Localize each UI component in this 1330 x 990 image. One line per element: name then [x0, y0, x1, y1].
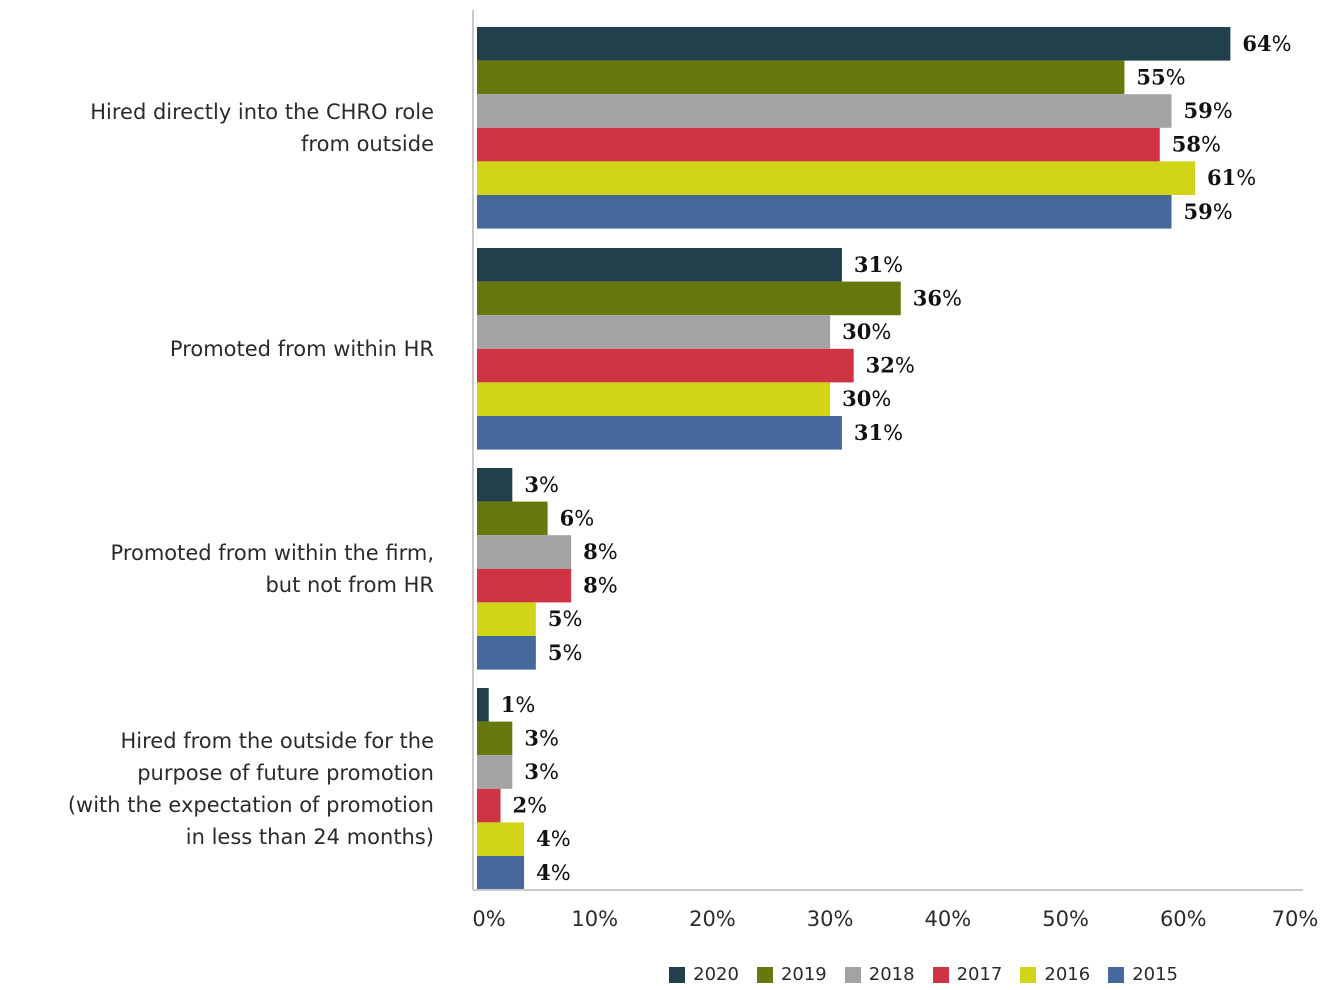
bar-2016-cat-4 — [477, 822, 525, 856]
value-label-2020-cat-3: 3% — [524, 472, 559, 497]
axes-group — [472, 10, 1303, 891]
bar-2019-cat-4 — [477, 721, 513, 756]
value-label-2015-cat-2: 31% — [854, 420, 903, 445]
value-label-2016-cat-4: 4% — [536, 826, 571, 851]
value-label-2016-cat-1: 61% — [1207, 165, 1256, 190]
legend-label-2016: 2016 — [1044, 964, 1091, 985]
x-tick-label-30: 30% — [807, 907, 854, 931]
value-label-2016-cat-2: 30% — [842, 386, 891, 411]
value-label-2020-cat-2: 31% — [854, 252, 903, 277]
category-label-4: Hired from the outside for the purpose of… — [68, 729, 434, 849]
bar-2018-cat-2 — [477, 315, 831, 349]
value-label-2018-cat-4: 3% — [524, 759, 559, 784]
value-label-2018-cat-3: 8% — [583, 539, 618, 564]
category-label-2: Promoted from within HR — [170, 337, 434, 361]
legend-item-2015: 2015 — [1108, 964, 1178, 985]
x-tick-label-10: 10% — [571, 907, 618, 931]
value-label-2019-cat-4: 3% — [524, 725, 559, 750]
bar-2015-cat-1 — [477, 195, 1172, 229]
x-tick-label-60: 60% — [1160, 907, 1207, 931]
bar-2018-cat-3 — [477, 535, 572, 569]
value-label-2015-cat-1: 59% — [1184, 199, 1233, 224]
value-label-2018-cat-2: 30% — [842, 319, 891, 344]
legend-swatch-2017 — [932, 966, 949, 983]
bar-2019-cat-2 — [477, 281, 901, 316]
bar-chart: 64%55%59%58%61%59%31%36%30%32%30%31%3%6%… — [68, 10, 1318, 931]
bar-2019-cat-1 — [477, 60, 1125, 95]
value-label-2020-cat-4: 1% — [501, 692, 536, 717]
bar-2016-cat-2 — [477, 382, 831, 416]
value-label-2015-cat-4: 4% — [536, 860, 571, 885]
bars-group — [477, 27, 1231, 890]
x-tick-label-50: 50% — [1042, 907, 1089, 931]
legend-label-2017: 2017 — [956, 964, 1003, 985]
value-label-2016-cat-3: 5% — [548, 606, 583, 631]
value-label-2020-cat-1: 64% — [1242, 31, 1291, 56]
category-labels-group: Hired directly into the CHRO role from ou… — [68, 100, 434, 849]
value-label-2019-cat-2: 36% — [913, 285, 962, 310]
bar-2017-cat-1 — [477, 127, 1160, 162]
bar-2020-cat-3 — [477, 468, 513, 502]
bar-2015-cat-4 — [477, 856, 525, 890]
legend-label-2019: 2019 — [780, 964, 827, 985]
legend-swatch-2016 — [1020, 966, 1037, 983]
category-label-3: Promoted from within the firm, but not fr… — [111, 541, 434, 597]
bar-2017-cat-3 — [477, 568, 572, 603]
x-axis-ticks-group: 0% 10% 20% 30% 40% 50% 60% 70% — [472, 907, 1318, 931]
bar-2020-cat-2 — [477, 248, 842, 282]
value-label-2019-cat-3: 6% — [560, 505, 595, 530]
legend-swatch-2020 — [669, 966, 686, 983]
legend-item-2018: 2018 — [844, 964, 915, 985]
value-label-2019-cat-1: 55% — [1136, 64, 1185, 89]
bar-2020-cat-4 — [477, 688, 489, 722]
x-tick-label-20: 20% — [689, 907, 736, 931]
legend-swatch-2015 — [1108, 966, 1125, 983]
value-label-2018-cat-1: 59% — [1184, 98, 1233, 123]
bar-2016-cat-3 — [477, 602, 536, 636]
value-label-2015-cat-3: 5% — [548, 640, 583, 665]
x-tick-label-0: 0% — [472, 907, 505, 931]
bar-2019-cat-3 — [477, 501, 548, 536]
legend-label-2020: 2020 — [693, 964, 739, 985]
x-tick-label-40: 40% — [925, 907, 972, 931]
legend-label-2015: 2015 — [1132, 964, 1178, 985]
bar-2018-cat-1 — [477, 94, 1172, 128]
category-label-1: Hired directly into the CHRO role from ou… — [90, 100, 434, 156]
legend-item-2019: 2019 — [756, 964, 827, 985]
bar-2016-cat-1 — [477, 161, 1196, 195]
legend-item-2020: 2020 — [669, 964, 739, 985]
value-labels-group: 64%55%59%58%61%59%31%36%30%32%30%31%3%6%… — [501, 31, 1292, 885]
bar-2017-cat-2 — [477, 348, 854, 383]
legend-swatch-2018 — [844, 966, 861, 983]
legend-swatch-2019 — [756, 966, 773, 983]
bar-2015-cat-2 — [477, 416, 842, 450]
bar-2018-cat-4 — [477, 755, 513, 789]
legend-item-2016: 2016 — [1020, 964, 1090, 985]
chart-legend: 2020 2019 2018 2017 2016 2015 — [0, 964, 1330, 985]
legend-item-2017: 2017 — [932, 964, 1003, 985]
value-label-2017-cat-4: 2% — [513, 793, 548, 818]
x-tick-label-70: 70% — [1272, 907, 1319, 931]
bar-2015-cat-3 — [477, 636, 536, 670]
legend-label-2018: 2018 — [868, 964, 915, 985]
bar-2020-cat-1 — [477, 27, 1231, 61]
value-label-2017-cat-2: 32% — [866, 353, 915, 378]
value-label-2017-cat-3: 8% — [583, 573, 618, 598]
bar-2017-cat-4 — [477, 788, 501, 823]
value-label-2017-cat-1: 58% — [1172, 132, 1221, 157]
